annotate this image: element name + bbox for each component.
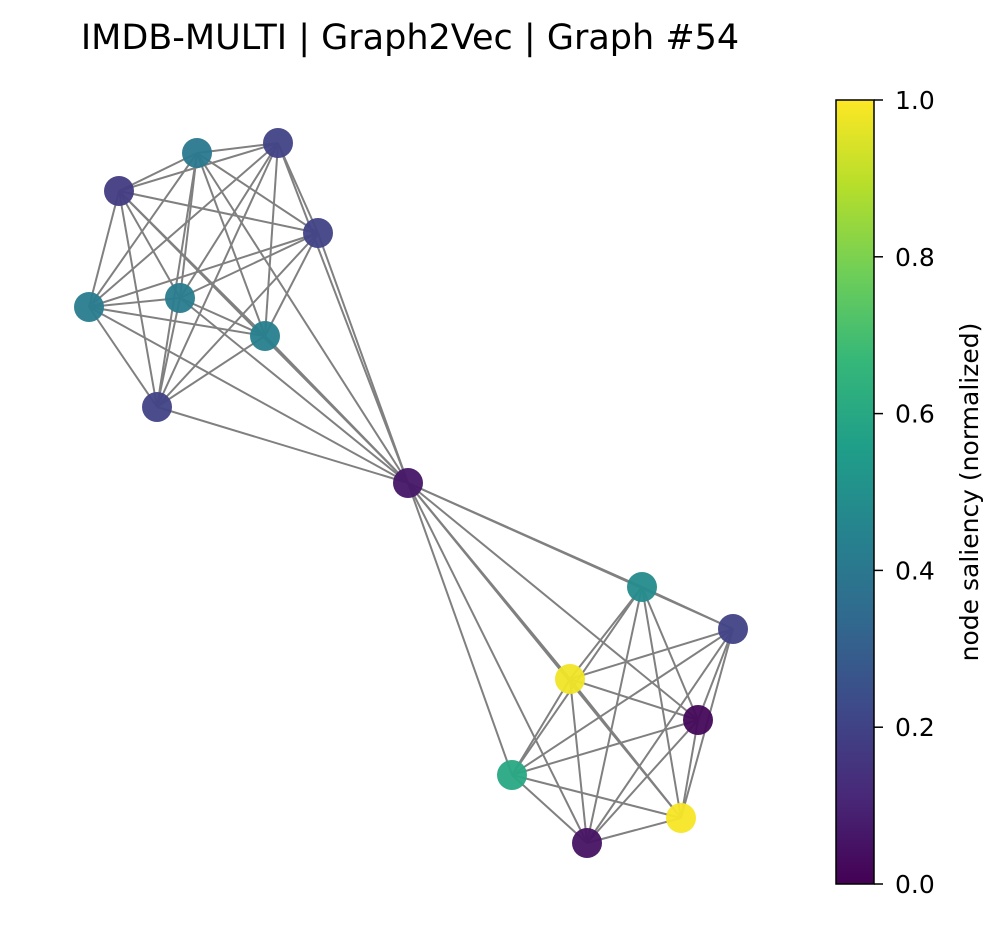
graph-edge <box>264 142 279 337</box>
graph-edge <box>511 719 699 776</box>
graph-edge <box>179 297 266 337</box>
graph-node <box>572 828 602 858</box>
graph-edge <box>156 406 409 484</box>
graph-node <box>250 321 280 351</box>
graph-edge <box>317 232 409 484</box>
colorbar-tick-label: 0.4 <box>895 556 935 585</box>
graph-edge <box>407 482 588 844</box>
graph-node <box>666 803 696 833</box>
chart-title: IMDB-MULTI | Graph2Vec | Graph #54 <box>80 18 740 58</box>
graph-edge <box>641 586 682 819</box>
graph-edge <box>586 586 643 844</box>
graph-edge <box>264 335 409 484</box>
graph-node <box>74 292 104 322</box>
graph-node <box>182 138 212 168</box>
graph-edge <box>569 678 699 721</box>
graph-edge <box>88 297 181 308</box>
graph-edge <box>156 297 181 408</box>
graph-edge <box>88 232 319 308</box>
graph-edge <box>569 678 588 844</box>
graph-edge <box>118 190 319 234</box>
colorbar-ticks: 0.0 0.2 0.4 0.6 0.8 1.0 <box>874 86 935 899</box>
graph-edge <box>264 232 319 337</box>
graph-edge <box>586 817 682 844</box>
graph-edge <box>511 678 571 776</box>
edges-layer <box>88 142 734 844</box>
graph-edge <box>586 719 699 844</box>
graph-edge <box>88 306 409 484</box>
graph-edge <box>179 297 409 484</box>
graph-node <box>555 664 585 694</box>
graph-edge <box>156 232 319 408</box>
graph-edge <box>569 678 682 819</box>
graph-edge <box>511 628 734 776</box>
graph-edge <box>511 774 682 819</box>
graph-node <box>303 218 333 248</box>
graph-edge <box>88 306 158 408</box>
graph-edge <box>511 774 588 844</box>
graph-edge <box>407 482 513 776</box>
colorbar-tick-label: 0.6 <box>895 400 935 429</box>
graph-edge <box>88 142 279 308</box>
colorbar-tick-label: 0.0 <box>895 870 935 899</box>
graph-edge <box>196 152 409 484</box>
graph-node <box>627 572 657 602</box>
graph-edge <box>156 335 266 408</box>
graph-edge <box>196 152 319 234</box>
colorbar-bar <box>835 99 875 885</box>
graph-edge <box>569 628 734 680</box>
graph-edge <box>697 628 734 721</box>
graph-edge <box>88 152 198 308</box>
colorbar: 0.0 0.2 0.4 0.6 0.8 1.0 <box>835 86 935 899</box>
graph-node <box>497 760 527 790</box>
graph-edge <box>407 482 699 721</box>
graph-edge <box>641 586 734 630</box>
graph-edge <box>277 142 409 484</box>
graph-edge <box>586 628 734 844</box>
graph-edge <box>641 586 699 721</box>
colorbar-tick-label: 0.8 <box>895 243 935 272</box>
colorbar-tick-label: 0.2 <box>895 713 935 742</box>
graph-node <box>104 176 134 206</box>
graph-edge <box>156 152 198 408</box>
graph-edge <box>118 190 158 408</box>
graph-node <box>142 392 172 422</box>
graph-edge <box>88 306 266 337</box>
graph-edge <box>680 719 699 819</box>
graph-node <box>683 705 713 735</box>
colorbar-label: node saliency (normalized) <box>955 322 984 662</box>
graph-node <box>263 128 293 158</box>
graph-edge <box>569 586 643 680</box>
graph-node <box>165 283 195 313</box>
nodes-layer <box>74 128 748 858</box>
graph-edge <box>156 142 279 408</box>
graph-node <box>718 614 748 644</box>
graph-edge <box>88 190 120 308</box>
colorbar-tick-label: 1.0 <box>895 86 935 115</box>
graph-edge <box>179 232 319 299</box>
graph-node <box>393 468 423 498</box>
